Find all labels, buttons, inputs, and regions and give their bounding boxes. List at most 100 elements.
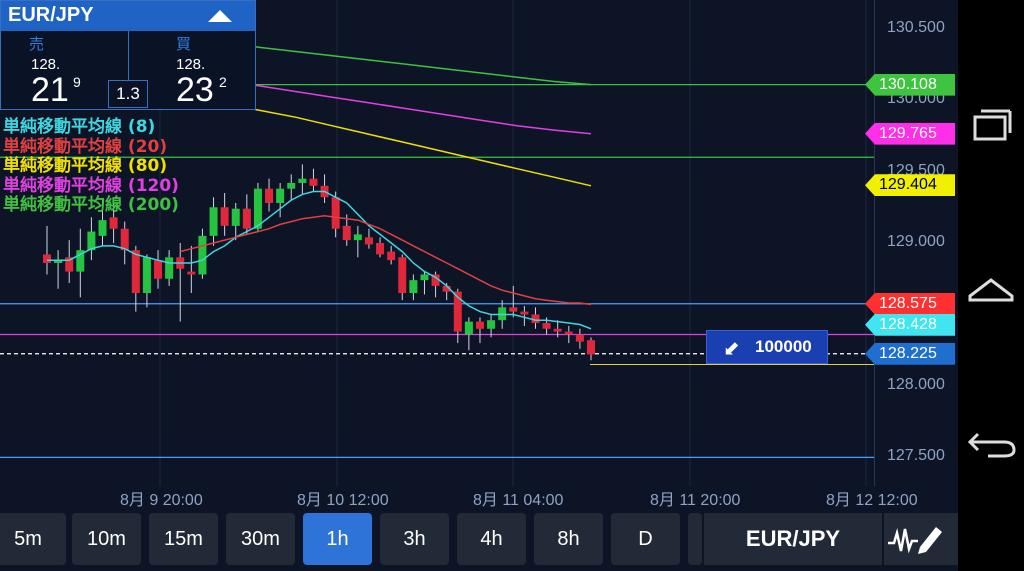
- quote-panel[interactable]: EUR/JPY 売 買 128. 128. 21 9 23 2 1.3: [0, 0, 256, 110]
- candle-body: [276, 188, 285, 203]
- candle-body: [87, 231, 96, 251]
- candle-body: [409, 280, 418, 294]
- candle-body: [509, 307, 518, 312]
- candle-body: [587, 340, 595, 355]
- back-button[interactable]: [958, 412, 1024, 472]
- candle-body: [220, 207, 229, 226]
- candle-body: [475, 321, 484, 329]
- timeframe-15m[interactable]: 15m: [149, 513, 218, 565]
- candle-body: [342, 225, 351, 241]
- sell-price-small: 9: [73, 74, 81, 90]
- candle-body: [531, 314, 540, 324]
- buy-price-prefix: 128.: [176, 56, 206, 73]
- candle-body: [331, 197, 340, 229]
- price-tag: 130.108: [865, 73, 955, 96]
- price-tag: 128.575: [865, 292, 955, 315]
- home-button[interactable]: [958, 258, 1024, 318]
- timeframe-30m[interactable]: 30m: [226, 513, 295, 565]
- price-tick-label: 128.000: [887, 375, 945, 393]
- buy-price-big[interactable]: 23: [176, 71, 214, 109]
- candle-body: [520, 311, 529, 315]
- timeframe-1h[interactable]: 1h: [303, 513, 372, 565]
- sma-line: [180, 215, 592, 306]
- candle-body: [309, 178, 318, 186]
- position-badge[interactable]: ⬋ 100000: [706, 330, 828, 364]
- sell-price-prefix: 128.: [31, 56, 61, 73]
- price-axis: 130.500130.000129.500129.000128.500128.0…: [865, 0, 958, 486]
- candle-body: [387, 251, 396, 261]
- draw-tool-button[interactable]: [884, 513, 958, 565]
- price-tag: 129.765: [865, 122, 955, 145]
- panel-divider: [128, 31, 129, 81]
- pencil-wave-icon: [888, 527, 942, 554]
- candle-body: [420, 274, 429, 281]
- candle-body: [364, 237, 373, 245]
- pair-title: EUR/JPY: [8, 4, 94, 26]
- price-tag: 129.404: [865, 174, 955, 197]
- recent-apps-icon: [973, 109, 1012, 141]
- spread-value: 1.3: [108, 80, 148, 108]
- candle-body: [76, 250, 85, 272]
- candle-body: [242, 208, 251, 229]
- pair-header[interactable]: EUR/JPY: [1, 1, 255, 31]
- candle-body: [265, 188, 274, 203]
- time-tick-label: 8月 11 04:00: [473, 492, 564, 509]
- symbol-selector[interactable]: EUR/JPY: [704, 513, 882, 565]
- candle-body: [109, 217, 118, 229]
- time-tick-label: 8月 11 20:00: [650, 492, 741, 509]
- price-tag: 128.225: [865, 342, 955, 365]
- collapse-triangle-icon[interactable]: [208, 10, 232, 22]
- sma-line: [47, 190, 592, 330]
- candle-body: [376, 243, 385, 255]
- candle-body: [231, 208, 240, 226]
- candle-body: [453, 291, 462, 332]
- price-tick-label: 130.500: [887, 18, 945, 36]
- price-tick-label: 129.000: [887, 233, 945, 250]
- legend-item[interactable]: 単純移動平均線 (8): [3, 117, 156, 137]
- home-icon: [968, 278, 1014, 302]
- candle-body: [287, 182, 296, 189]
- candle-body: [398, 257, 407, 294]
- legend-item[interactable]: 単純移動平均線 (200): [3, 195, 179, 215]
- sell-arrow-icon: ⬋: [723, 336, 740, 360]
- timeframe-8h[interactable]: 8h: [534, 513, 603, 565]
- candle-body: [575, 334, 584, 342]
- legend-item[interactable]: 単純移動平均線 (20): [3, 136, 168, 157]
- candle-body: [54, 260, 63, 264]
- candle-body: [298, 178, 307, 183]
- timeframe-5m[interactable]: 5m: [0, 513, 66, 565]
- candle-body: [487, 320, 496, 329]
- candle-body: [209, 207, 218, 236]
- candle-body: [442, 285, 451, 292]
- price-tick-label: 127.500: [887, 447, 945, 465]
- timeframe-10m[interactable]: 10m: [72, 513, 141, 565]
- sell-price-big[interactable]: 21: [31, 71, 69, 109]
- sell-label: 売: [29, 35, 45, 53]
- timeframe-4h[interactable]: 4h: [457, 513, 526, 565]
- candle-body: [154, 260, 163, 279]
- position-amount: 100000: [755, 337, 812, 356]
- timeframe-overflow[interactable]: [688, 513, 702, 565]
- candle-body: [464, 321, 473, 335]
- time-tick-label: 8月 10 12:00: [297, 492, 389, 509]
- candle-body: [431, 274, 440, 286]
- timeframe-D[interactable]: D: [611, 513, 680, 565]
- recent-apps-button[interactable]: [958, 95, 1024, 155]
- candle-body: [542, 323, 551, 329]
- candle-body: [120, 228, 129, 251]
- time-tick-label: 8月 12 12:00: [826, 492, 918, 509]
- candle-body: [142, 257, 151, 294]
- legend-item[interactable]: 単純移動平均線 (120): [3, 175, 179, 196]
- time-tick-label: 8月 9 20:00: [120, 492, 203, 509]
- candle-body: [43, 254, 51, 264]
- candle-body: [253, 188, 262, 229]
- candle-body: [564, 331, 573, 335]
- candle-body: [98, 220, 107, 236]
- buy-label: 買: [176, 35, 192, 53]
- timeframe-3h[interactable]: 3h: [380, 513, 449, 565]
- candle-body: [65, 257, 74, 272]
- chart-app: 130.500130.000129.500129.000128.500128.0…: [0, 0, 958, 571]
- legend-item[interactable]: 単純移動平均線 (80): [3, 156, 168, 176]
- candle-body: [353, 234, 362, 241]
- indicator-legend: 単純移動平均線 (8) 単純移動平均線 (20) 単純移動平均線 (80) 単純移動平…: [3, 117, 179, 216]
